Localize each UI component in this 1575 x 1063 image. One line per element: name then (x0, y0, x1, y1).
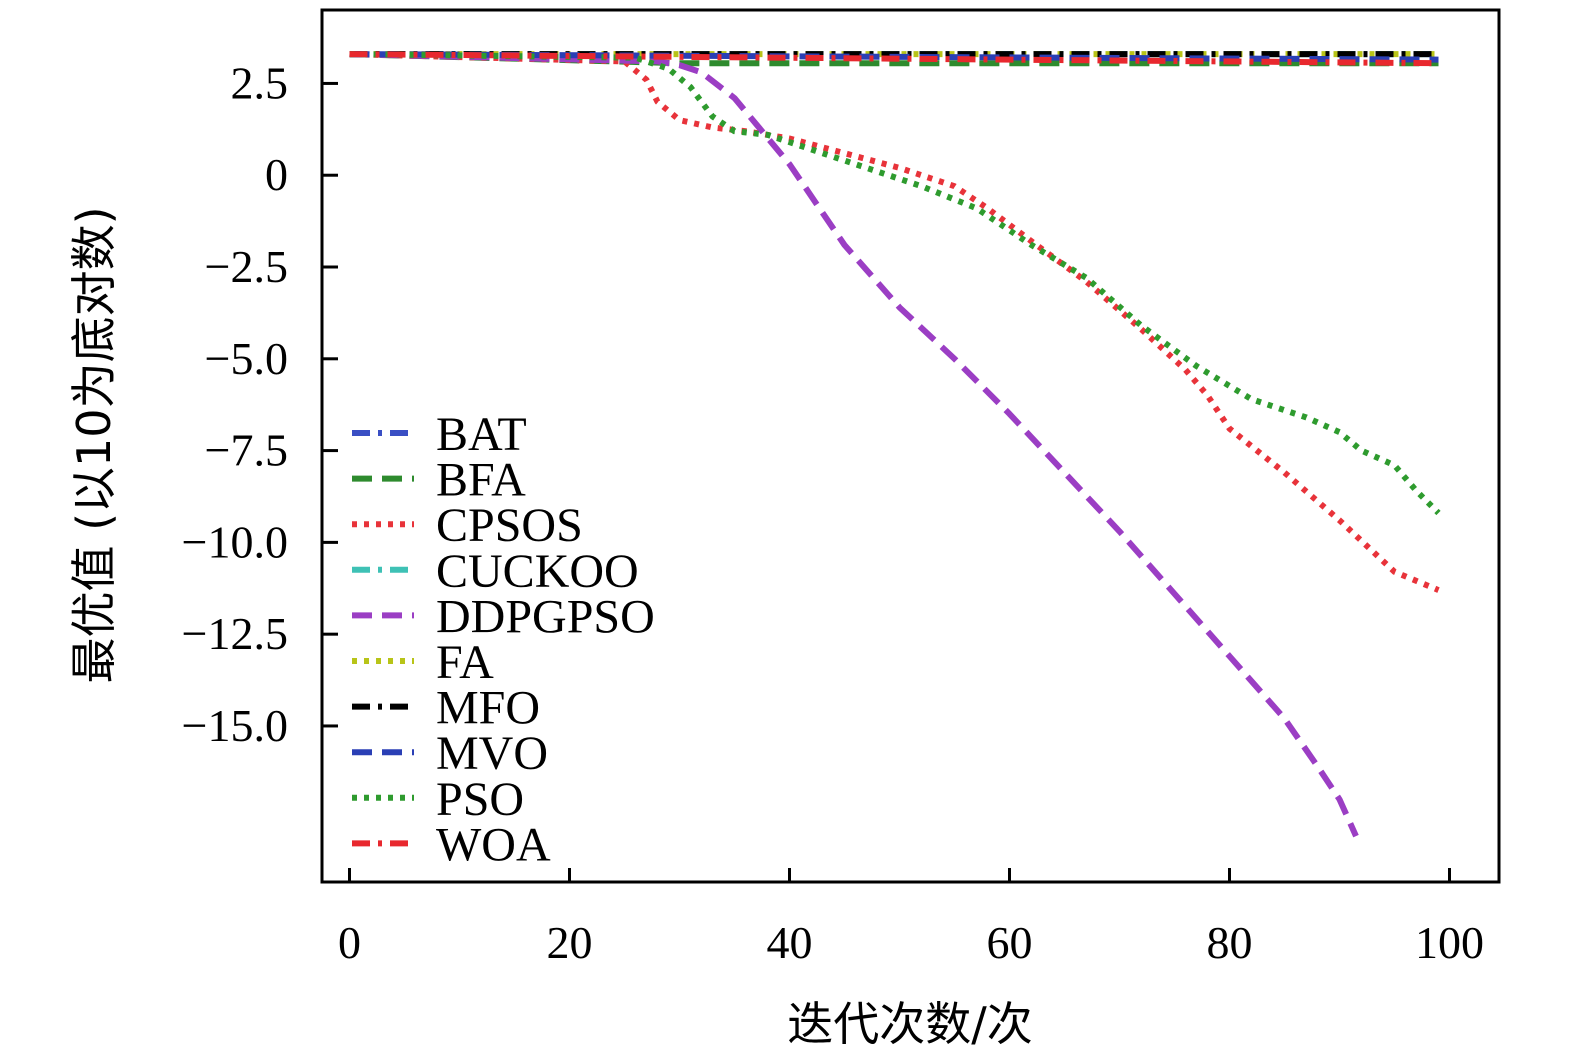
legend-label-cpsos: CPSOS (436, 499, 583, 552)
x-tick-label: 20 (547, 917, 593, 968)
y-tick-label: −15.0 (182, 700, 288, 751)
series-line-ddpgpso (349, 51, 1359, 838)
x-tick-label: 100 (1415, 917, 1484, 968)
series-line-cpsos (349, 51, 1440, 593)
legend-label-mvo: MVO (436, 727, 548, 780)
series-line-woa (349, 51, 1439, 67)
series-layer (349, 51, 1441, 838)
legend-label-cuckoo: CUCKOO (436, 545, 639, 598)
y-tick-label: −5.0 (205, 333, 288, 384)
x-axis-title: 迭代次数/次 (787, 997, 1033, 1051)
y-axis: 2.5 0 −2.5 −5.0 −7.5 −10.0 −12.5 −15.0 (182, 57, 338, 751)
series-line-pso (349, 51, 1441, 516)
y-tick-label: −7.5 (205, 425, 288, 476)
x-tick-label: 60 (987, 917, 1033, 968)
y-tick-label: −12.5 (182, 608, 288, 659)
y-tick-label: −2.5 (205, 241, 288, 292)
y-tick-label: 0 (265, 149, 288, 200)
y-tick-label: 2.5 (231, 57, 289, 108)
x-axis: 0 20 40 60 80 100 (338, 868, 1484, 968)
legend-label-bat: BAT (436, 408, 527, 461)
legend-label-fa: FA (436, 636, 494, 689)
plot-frame (320, 8, 1501, 884)
legend-label-mfo: MFO (436, 682, 540, 735)
x-tick-label: 40 (767, 917, 813, 968)
y-tick-label: −10.0 (182, 516, 288, 567)
legend-label-bfa: BFA (436, 454, 526, 507)
legend-label-woa: WOA (436, 818, 551, 871)
legend-label-pso: PSO (436, 773, 524, 826)
y-axis-title: 最优值 (以10为底对数) (67, 206, 121, 683)
x-tick-label: 80 (1207, 917, 1253, 968)
x-tick-label: 0 (338, 917, 361, 968)
legend-label-ddpgpso: DDPGPSO (436, 590, 655, 643)
